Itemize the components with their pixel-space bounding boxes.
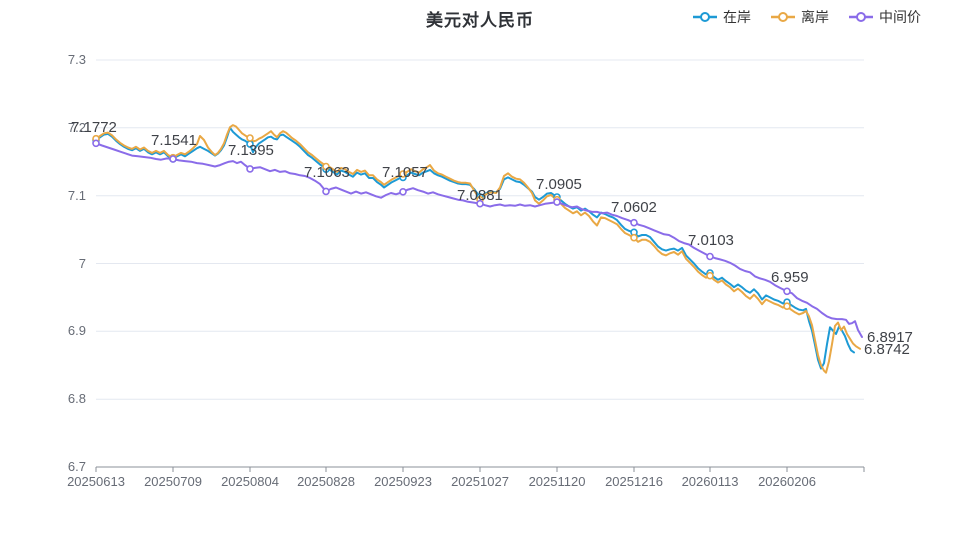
data-point-marker — [553, 198, 561, 206]
point-value-label: 7.0905 — [536, 176, 582, 193]
x-axis-label: 20251120 — [528, 474, 586, 489]
data-point-marker — [246, 134, 254, 142]
point-value-label: 7.1541 — [151, 132, 197, 149]
point-value-label: 6.8917 — [867, 329, 913, 346]
legend-label: 中间价 — [879, 9, 921, 25]
point-value-label: 7.0103 — [688, 232, 734, 249]
data-point-marker — [783, 287, 791, 296]
series-line-在岸 — [95, 126, 855, 370]
x-axis-label: 20260206 — [758, 474, 816, 489]
point-value-label: 7.1057 — [382, 164, 428, 181]
y-axis-label: 6.9 — [67, 323, 86, 338]
data-point-marker — [399, 170, 407, 178]
data-point-marker — [322, 187, 330, 196]
y-axis-label: 7.3 — [67, 52, 86, 67]
point-value-label: 7.0881 — [457, 187, 503, 204]
chart-title: 美元对人民币 — [426, 11, 534, 30]
series-line-中间价 — [95, 142, 863, 338]
x-axis-label: 20250804 — [221, 474, 279, 489]
y-axis-label: 7.1 — [67, 188, 86, 203]
data-point-marker — [706, 271, 714, 280]
y-axis-label: 6.8 — [67, 391, 86, 406]
point-value-label: 7.1772 — [71, 119, 117, 136]
data-point-marker — [399, 188, 407, 196]
legend: 在岸 离岸 中间价 — [692, 9, 921, 25]
legend-line-circle-icon — [771, 12, 795, 22]
data-point-marker — [706, 252, 714, 261]
point-value-label: 6.8742 — [864, 341, 910, 358]
point-value-label: 6.959 — [771, 269, 809, 286]
y-axis-label: 7.2 — [67, 120, 86, 135]
point-value-label: 7.1395 — [228, 142, 274, 159]
point-value-label: 7.0602 — [611, 199, 657, 216]
y-axis-label: 6.7 — [67, 459, 86, 474]
x-axis-label: 20250828 — [297, 474, 355, 489]
data-point-marker — [783, 302, 791, 311]
data-point-marker — [630, 233, 638, 242]
data-point-marker — [322, 162, 330, 171]
legend-item-在岸[interactable]: 在岸 — [692, 9, 751, 25]
legend-line-circle-icon — [849, 12, 873, 22]
x-axis-label: 20250709 — [144, 474, 202, 489]
y-axis-label: 7 — [78, 256, 86, 271]
data-point-marker — [476, 199, 484, 208]
point-value-label: 7.1063 — [304, 164, 350, 181]
data-point-marker — [92, 139, 100, 148]
data-point-marker — [169, 155, 177, 163]
x-axis-label: 20251216 — [605, 474, 663, 489]
legend-label: 离岸 — [801, 9, 829, 25]
x-axis-label: 20250613 — [67, 474, 125, 489]
series-line-离岸 — [95, 124, 861, 374]
legend-label: 在岸 — [723, 9, 751, 25]
x-axis-label: 20250923 — [374, 474, 432, 489]
data-point-marker — [630, 218, 638, 227]
data-point-marker — [246, 165, 254, 173]
x-axis-label: 20260113 — [681, 474, 739, 489]
x-axis-label: 20251027 — [451, 474, 509, 489]
legend-item-中间价[interactable]: 中间价 — [848, 9, 921, 25]
legend-item-离岸[interactable]: 离岸 — [770, 9, 829, 25]
legend-line-circle-icon — [693, 12, 717, 22]
